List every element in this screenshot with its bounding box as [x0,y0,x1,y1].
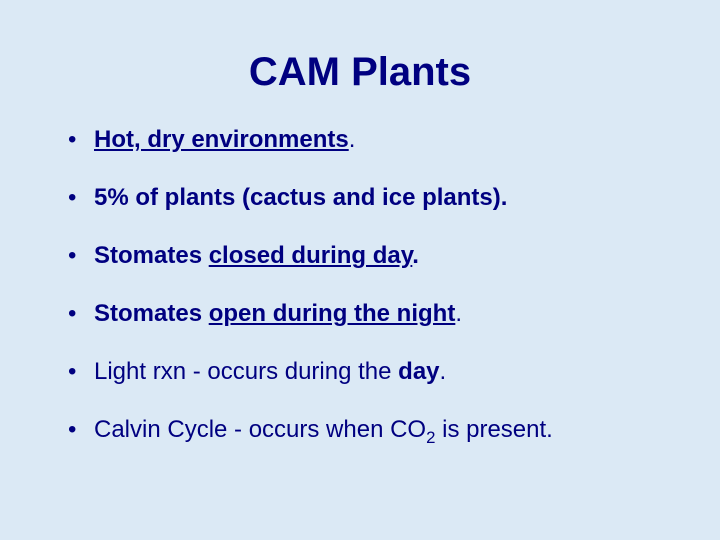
slide-title: CAM Plants [60,50,660,95]
bullet-text-segment: Hot, dry environments [94,126,349,153]
bullet-item: Stomates open during the night. [60,299,660,329]
bullet-list: Hot, dry environments. 5% of plants (cact… [60,125,660,449]
bullet-text-segment: . [455,300,462,327]
bullet-text-segment: Stomates [94,242,209,269]
bullet-item: Hot, dry environments. [60,125,660,155]
bullet-text-segment: closed during day [209,242,413,269]
bullet-text-segment: open during the night [209,300,456,327]
bullet-text-segment: is present. [435,416,552,443]
bullet-item: Stomates closed during day. [60,241,660,271]
bullet-text-segment: . [349,126,356,153]
slide: CAM Plants Hot, dry environments. 5% of p… [0,0,720,540]
bullet-item: 5% of plants (cactus and ice plants). [60,183,660,213]
bullet-text-segment: 5% of plants (cactus and ice plants). [94,184,507,211]
bullet-text-segment: . [440,358,447,385]
bullet-text-segment: Calvin Cycle - occurs when CO [94,416,426,443]
bullet-text-segment: day [398,358,439,385]
bullet-text-segment: Light rxn - occurs during the [94,358,398,385]
bullet-item: Light rxn - occurs during the day. [60,357,660,387]
bullet-item: Calvin Cycle - occurs when CO2 is presen… [60,415,660,449]
bullet-text-segment: . [412,242,419,269]
bullet-text-segment: Stomates [94,300,209,327]
